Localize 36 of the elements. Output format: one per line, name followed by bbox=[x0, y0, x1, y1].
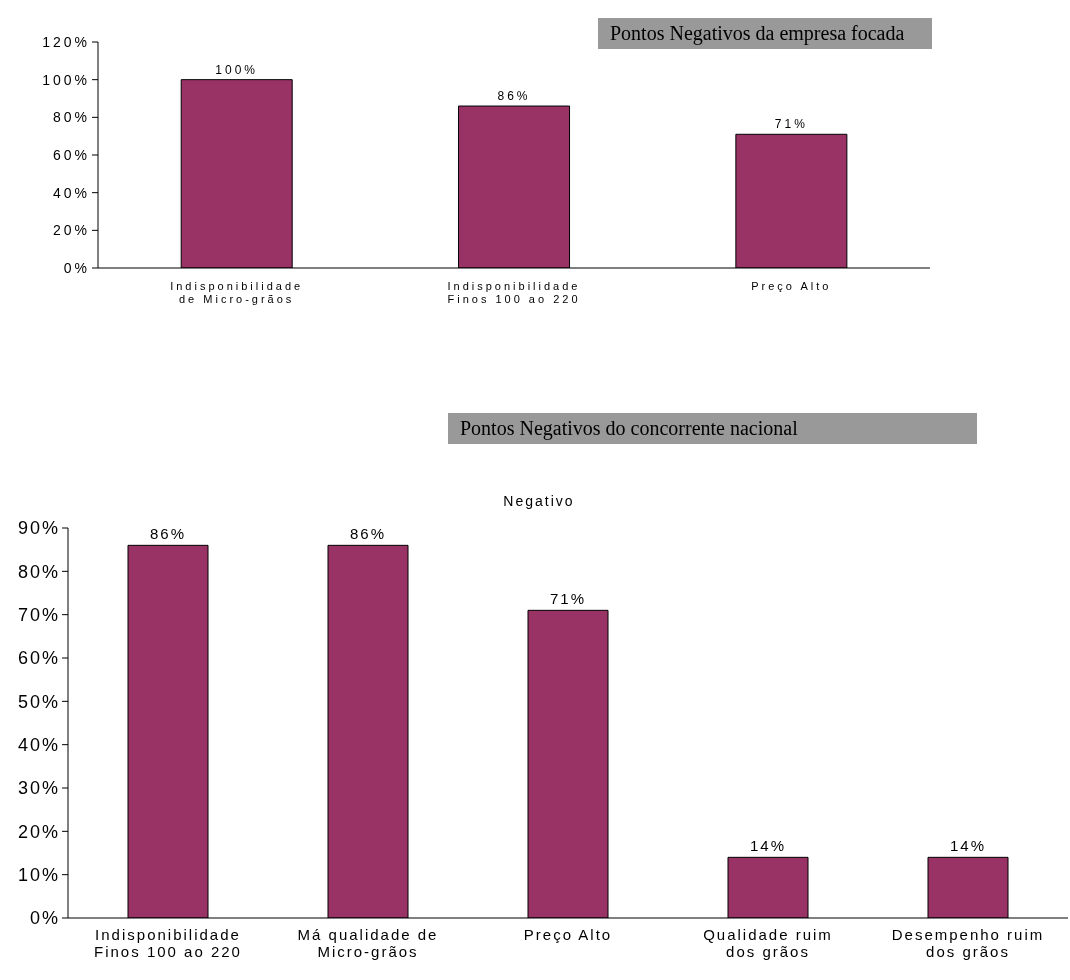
x-tick-label: Indisponibilidade Finos 100 ao 220 bbox=[447, 280, 581, 305]
x-tick-label: Desempenho ruim dos grãos bbox=[891, 926, 1045, 960]
y-tick-label: 40% bbox=[52, 184, 90, 201]
y-tick-label: 10% bbox=[17, 865, 60, 886]
y-tick-label: 60% bbox=[17, 648, 60, 669]
x-tick-label: Preço Alto bbox=[523, 926, 613, 943]
y-tick-label: 20% bbox=[17, 821, 60, 842]
y-tick-label: 90% bbox=[17, 518, 60, 539]
y-tick-label: 50% bbox=[17, 691, 60, 712]
x-tick-label: Indisponibilidade Finos 100 ao 220 bbox=[94, 926, 242, 960]
data-label: 71% bbox=[774, 117, 808, 132]
y-tick-label: 60% bbox=[52, 146, 90, 163]
y-tick-label: 80% bbox=[52, 109, 90, 126]
y-tick-label: 100% bbox=[42, 71, 90, 88]
x-tick-label: Má qualidade de Micro-grãos bbox=[297, 926, 439, 960]
y-tick-label: 0% bbox=[63, 259, 90, 276]
chart-subtitle: Negativo bbox=[502, 493, 576, 509]
y-tick-label: 70% bbox=[17, 605, 60, 626]
y-tick-label: 120% bbox=[42, 33, 90, 50]
y-tick-label: 0% bbox=[29, 908, 60, 929]
data-label: 86% bbox=[149, 525, 187, 543]
y-tick-label: 30% bbox=[17, 778, 60, 799]
data-label: 100% bbox=[215, 62, 259, 77]
data-label: 86% bbox=[349, 525, 387, 543]
data-label: 14% bbox=[949, 837, 987, 855]
chart-title: Pontos Negativos da empresa focada bbox=[598, 18, 932, 49]
data-label: 71% bbox=[549, 590, 587, 608]
x-tick-label: Indisponibilidade de Micro-grãos bbox=[170, 280, 304, 305]
data-label: 14% bbox=[749, 837, 787, 855]
x-tick-label: Qualidade ruim dos grãos bbox=[703, 926, 833, 960]
y-tick-label: 80% bbox=[17, 561, 60, 582]
x-tick-label: Preço Alto bbox=[751, 280, 832, 292]
y-tick-label: 40% bbox=[17, 735, 60, 756]
chart-title: Pontos Negativos do concorrente nacional bbox=[448, 413, 977, 444]
y-tick-label: 20% bbox=[52, 222, 90, 239]
data-label: 86% bbox=[497, 89, 531, 104]
